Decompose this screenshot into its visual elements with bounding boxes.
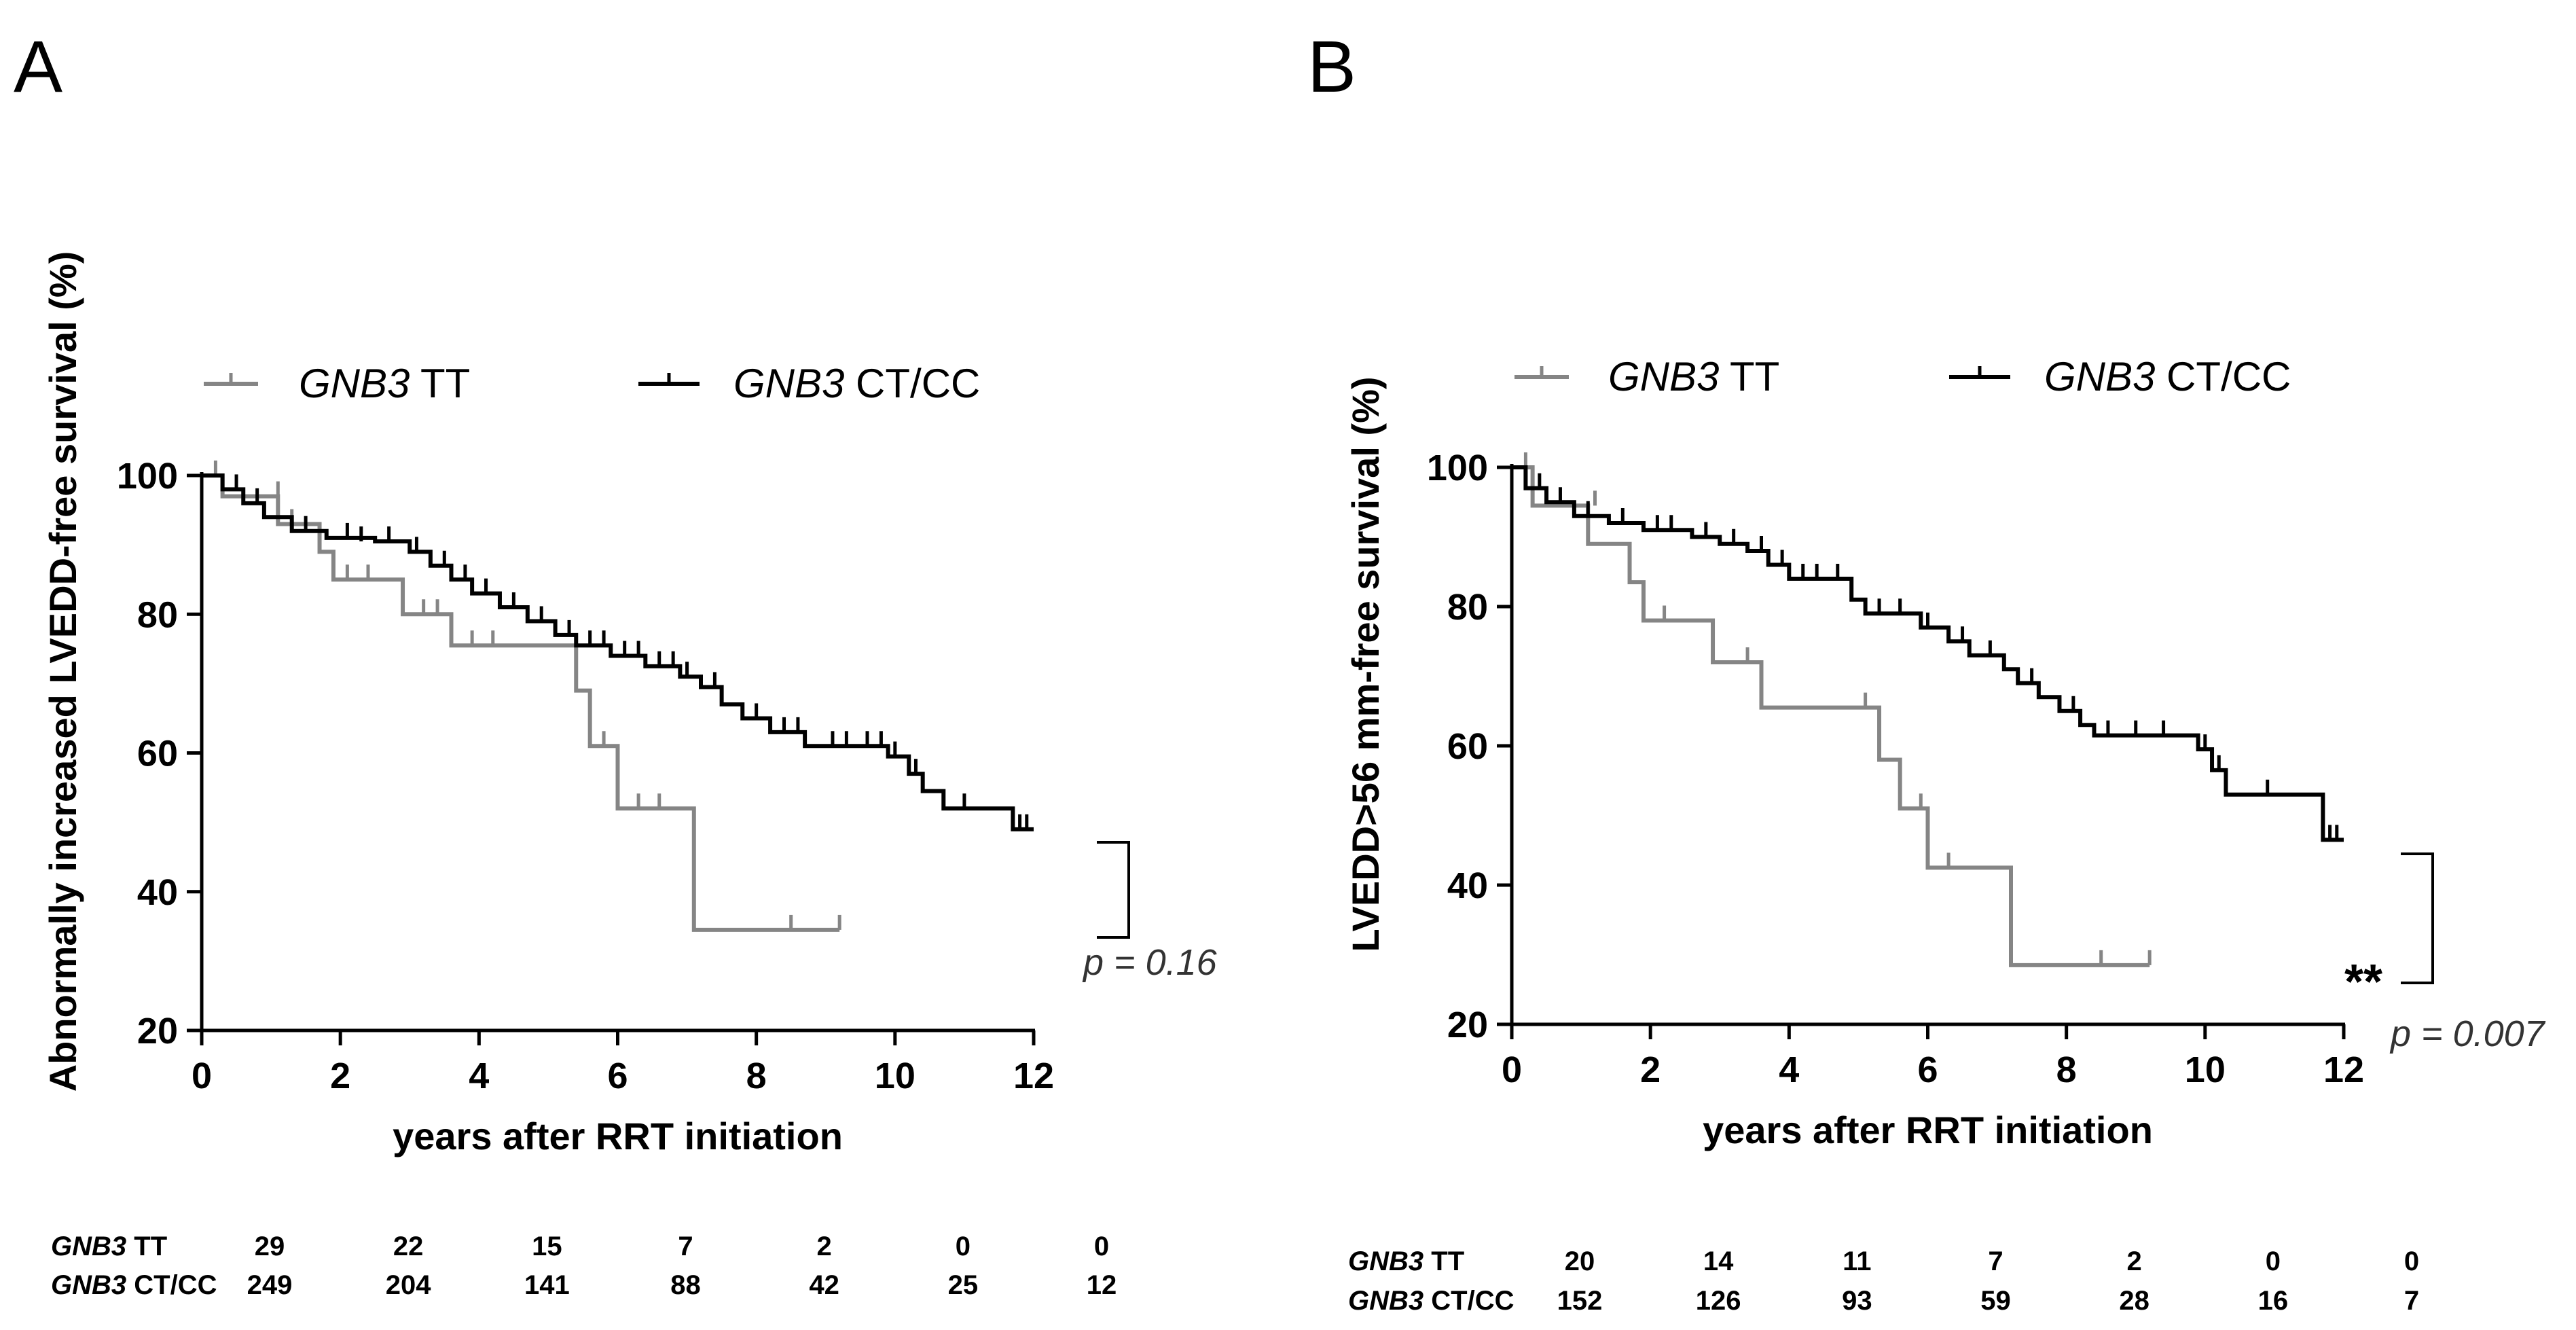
risk-table-value: 59 <box>1980 1286 2011 1316</box>
risk-table-value: 28 <box>2119 1286 2149 1316</box>
risk-table-row-label: GNB3 CT/CC <box>1348 1286 1514 1316</box>
y-tick-label: 40 <box>1447 865 1488 906</box>
risk-table-value: 7 <box>1988 1246 2003 1276</box>
risk-table-value: 0 <box>2404 1246 2419 1276</box>
x-tick-label: 6 <box>607 1056 628 1096</box>
comparison-bracket <box>1097 841 1130 939</box>
x-tick-label: 4 <box>469 1056 489 1096</box>
risk-table-value: 126 <box>1696 1286 1741 1316</box>
risk-table-value: 16 <box>2258 1286 2289 1316</box>
risk-table-value: 0 <box>2266 1246 2281 1276</box>
y-tick-label: 80 <box>137 594 178 635</box>
survival-curve <box>1512 465 2344 842</box>
series-gnb3-ct-cc <box>202 473 1034 831</box>
legend-entry: GNB3 TT <box>204 361 470 406</box>
y-tick-label: 100 <box>1427 448 1488 488</box>
legend-entry: GNB3 CT/CC <box>638 361 980 406</box>
panel-b-letter: B <box>1307 25 1356 107</box>
x-tick-label: 0 <box>192 1056 212 1096</box>
legend-label: GNB3 CT/CC <box>733 361 980 406</box>
risk-table-value: 93 <box>1842 1286 1872 1316</box>
y-tick-label: 60 <box>137 734 178 774</box>
p-value-label: p = 0.007 <box>2389 1013 2546 1054</box>
series-gnb3-tt <box>1512 452 2152 967</box>
x-tick-label: 12 <box>2323 1049 2364 1090</box>
x-tick-label: 10 <box>875 1056 915 1096</box>
x-axis-label: years after RRT initiation <box>1703 1109 2153 1151</box>
x-tick-label: 2 <box>330 1056 350 1096</box>
y-axis-label: LVEDD>56 mm-free survival (%) <box>1344 376 1387 952</box>
risk-table-row-label: GNB3 TT <box>51 1232 167 1261</box>
risk-table-value: 2 <box>817 1232 832 1261</box>
risk-table-value: 15 <box>532 1232 562 1261</box>
y-tick-label: 80 <box>1447 587 1488 628</box>
risk-table-value: 0 <box>1094 1232 1109 1261</box>
risk-table: GNB3 TT 29 22 15 7 2 0 0 GNB3 CT/CC 249 204 141 88 42… <box>51 1232 1117 1300</box>
risk-table-value: 152 <box>1557 1286 1603 1316</box>
x-axis-label: years after RRT initiation <box>393 1115 843 1157</box>
risk-table-value: 0 <box>956 1232 970 1261</box>
x-tick-label: 8 <box>2056 1049 2077 1090</box>
x-tick-label: 8 <box>746 1056 767 1096</box>
y-axis-label: Abnormally increased LVEDD-free survival… <box>41 251 84 1092</box>
risk-table-value: 25 <box>948 1270 979 1300</box>
x-tick-label: 2 <box>1640 1049 1661 1090</box>
survival-curve <box>202 473 1034 831</box>
p-value-label: p = 0.16 <box>1082 942 1218 983</box>
x-tick-label: 10 <box>2185 1049 2226 1090</box>
y-tick-label: 100 <box>117 456 178 497</box>
legend-entry: GNB3 TT <box>1514 354 1779 399</box>
x-tick-label: 4 <box>1779 1049 1799 1090</box>
risk-table-value: 12 <box>1087 1270 1117 1300</box>
comparison-bracket <box>2401 852 2434 984</box>
risk-table-value: 88 <box>670 1270 701 1300</box>
y-tick-label: 20 <box>1447 1005 1488 1045</box>
x-tick-label: 12 <box>1013 1056 1054 1096</box>
y-tick-label: 40 <box>137 872 178 913</box>
survival-curve <box>202 473 840 932</box>
risk-table-value: 141 <box>524 1270 570 1300</box>
legend-label: GNB3 TT <box>299 361 470 406</box>
risk-table-value: 20 <box>1565 1246 1595 1276</box>
risk-table-value: 2 <box>2127 1246 2142 1276</box>
risk-table-value: 29 <box>255 1232 285 1261</box>
risk-table-value: 22 <box>393 1232 424 1261</box>
legend-label: GNB3 TT <box>1608 354 1779 399</box>
risk-table-value: 7 <box>678 1232 693 1261</box>
risk-table-value: 42 <box>809 1270 839 1300</box>
series-gnb3-ct-cc <box>1512 465 2344 842</box>
legend-label: GNB3 CT/CC <box>2044 354 2291 399</box>
y-tick-label: 20 <box>137 1011 178 1052</box>
y-tick-label: 60 <box>1447 726 1488 767</box>
panel-a-letter: A <box>14 25 62 107</box>
significance-stars: ** <box>2344 955 2382 1009</box>
legend-entry: GNB3 CT/CC <box>1949 354 2291 399</box>
risk-table-value: 204 <box>386 1270 431 1300</box>
risk-table-value: 14 <box>1703 1246 1734 1276</box>
risk-table-row-label: GNB3 CT/CC <box>51 1270 217 1300</box>
risk-table-value: 11 <box>1843 1246 1871 1276</box>
x-tick-label: 6 <box>1917 1049 1938 1090</box>
risk-table-row-label: GNB3 TT <box>1348 1246 1464 1276</box>
survival-curve <box>1512 465 2150 967</box>
x-tick-label: 0 <box>1502 1049 1522 1090</box>
risk-table-value: 249 <box>247 1270 293 1300</box>
risk-table-value: 7 <box>2404 1286 2419 1316</box>
